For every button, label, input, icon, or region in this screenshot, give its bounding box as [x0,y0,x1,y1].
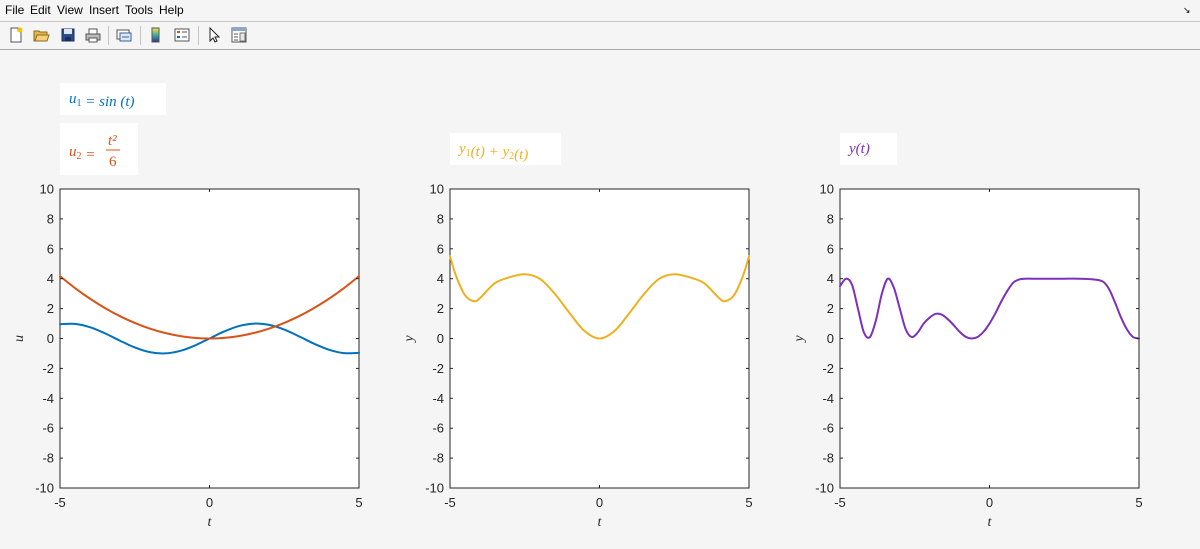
new-figure-icon[interactable] [7,26,25,44]
y-tick-label: -2 [822,361,834,376]
y-tick-label: -6 [42,421,54,436]
x-tick-label: -5 [54,495,66,510]
legend-box [450,133,561,165]
axis-ticks: -10 -8 -6 -4 -2 0 2 4 6 8 10 -5 0 5 [815,182,1142,511]
y-tick-label: -10 [35,481,54,496]
y-tick-label: 10 [430,182,444,197]
y-tick-label: 6 [47,241,54,256]
legend-box [840,133,897,165]
x-tick-label: 0 [596,495,603,510]
y-tick-label: 0 [47,331,54,346]
y-tick-label: -10 [425,481,444,496]
y-tick-label: 0 [827,331,834,346]
y-axis-label: y [792,335,807,344]
y-tick-label: 4 [437,271,444,286]
figure-canvas: u1 = sin (t)u2 = t²6 -10-8-6-4-20246810-… [12,83,1143,530]
x-tick-label: 5 [355,495,362,510]
axes-box [839,188,1140,489]
x-tick-label: 0 [986,495,993,510]
y-tick-label: 10 [40,182,54,197]
y-tick-label: 6 [437,241,444,256]
legend-output[interactable]: y(t) [840,133,897,165]
y-tick-label: 2 [437,301,444,316]
open-file-icon[interactable] [32,26,50,44]
menu-help[interactable]: Help [159,3,184,17]
axes-output[interactable]: y(t) -10 -8 -6 -4 -2 0 2 4 6 8 10 -5 0 5 t y [792,133,1143,530]
y-axis-label: y [402,335,417,344]
x-tick-label: 5 [745,495,752,510]
menu-view[interactable]: View [57,3,83,17]
figure-toolbar [0,21,1200,50]
y-tick-label: -4 [822,391,834,406]
axes-inputs[interactable]: u1 = sin (t)u2 = t²6 -10-8-6-4-20246810-… [12,83,363,530]
legend-entry-1: y1(t) + y2(t) [457,141,528,163]
y-tick-label: 4 [47,271,54,286]
series-line-2 [59,275,360,340]
x-tick-label: 5 [1135,495,1142,510]
legend-entry-1: y(t) [847,141,870,157]
menu-file[interactable]: File [5,3,25,17]
y-tick-label: 4 [827,271,834,286]
legend-box [60,123,138,175]
series-line-1 [839,277,1140,340]
edit-plot-arrow-icon[interactable] [205,26,223,44]
y-tick-label: 2 [827,301,834,316]
y-tick-label: -4 [432,391,444,406]
y-tick-label: 8 [827,211,834,226]
legend-fraction-denominator: 6 [109,154,117,170]
menu-insert[interactable]: Insert [89,3,120,17]
y-tick-label: -2 [432,361,444,376]
y-tick-label: 8 [47,211,54,226]
plot-lines [449,255,750,340]
series-line-1 [449,255,750,340]
y-tick-label: 6 [827,241,834,256]
x-tick-label: -5 [834,495,846,510]
insert-legend-icon[interactable] [173,26,191,44]
toolbar-separator [198,26,199,45]
insert-colorbar-icon[interactable] [147,26,165,44]
legend-fraction-numerator: t² [108,133,117,149]
plot-lines [839,277,1140,340]
save-figure-icon[interactable] [59,26,77,44]
x-axis-label: t [208,515,213,530]
toolbar-separator [140,26,141,45]
toolbar-separator [108,26,109,45]
y-tick-label: 0 [437,331,444,346]
y-tick-label: 2 [47,301,54,316]
axis-ticks: -10 -8 -6 -4 -2 0 2 4 6 8 10 -5 0 5 [425,182,752,511]
axes-sum[interactable]: y1(t) + y2(t) -10 -8 -6 -4 -2 0 2 4 6 8 10 -5 0 5 t y [402,133,753,530]
y-tick-label: -10 [815,481,834,496]
y-tick-label: 8 [437,211,444,226]
y-tick-label: -8 [42,451,54,466]
print-figure-icon[interactable] [84,26,102,44]
y-tick-label: -8 [432,451,444,466]
y-tick-label: -8 [822,451,834,466]
legend-entry-2: u2 = [69,144,95,163]
dock-arrow-icon[interactable]: ↘ [1183,5,1191,15]
legend-entry-1: u1 = sin (t) [69,91,135,110]
menu-bar: File Edit View Insert Tools Help ↘ [0,0,1200,20]
y-tick-label: -6 [822,421,834,436]
menu-edit[interactable]: Edit [30,3,51,17]
y-tick-label: -4 [42,391,54,406]
x-tick-label: -5 [444,495,456,510]
axis-ticks: -10 -8 -6 -4 -2 0 2 4 6 8 10 -5 0 5 [35,182,362,511]
y-axis-label: u [12,335,27,342]
legend-sum[interactable]: y1(t) + y2(t) [450,133,561,165]
plot-lines [59,275,360,355]
link-plot-icon[interactable] [115,26,133,44]
legend-box [60,83,166,115]
y-tick-label: -2 [42,361,54,376]
x-axis-label: t [598,515,603,530]
property-inspector-icon[interactable] [230,26,248,44]
menu-tools[interactable]: Tools [125,3,154,17]
x-tick-label: 0 [206,495,213,510]
y-tick-label: -6 [432,421,444,436]
legend-inputs[interactable]: u1 = sin (t) u2 = t² 6 [60,83,166,175]
y-tick-label: 10 [820,182,834,197]
x-axis-label: t [988,515,993,530]
